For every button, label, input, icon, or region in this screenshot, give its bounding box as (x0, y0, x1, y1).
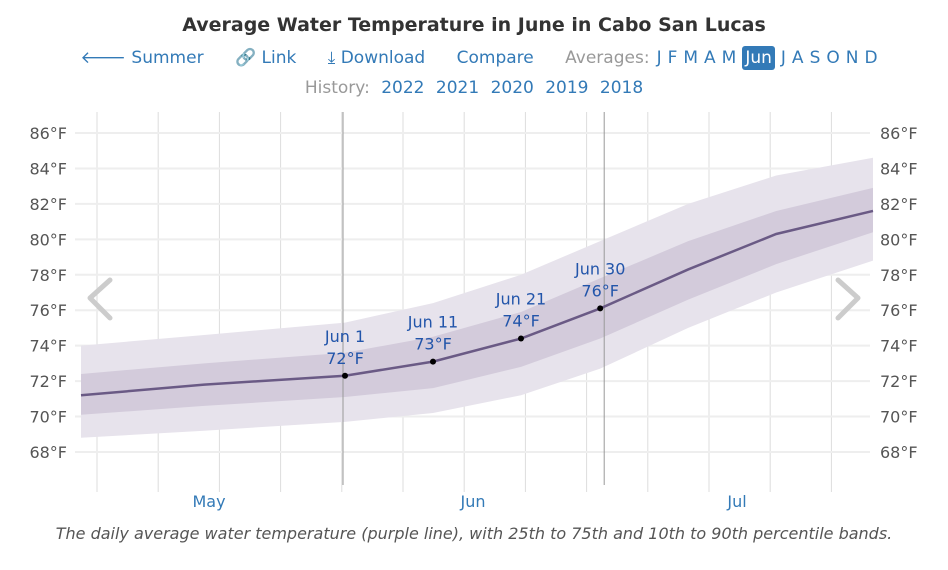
chevron-left-icon[interactable] (87, 277, 113, 321)
page-title: Average Water Temperature in June in Cab… (182, 14, 766, 36)
history-label: History: (304, 78, 370, 98)
month-11[interactable]: D (864, 48, 878, 68)
y-tick-right: 78°F (880, 266, 918, 285)
y-tick-right: 76°F (880, 301, 918, 320)
annotation-value: 72°F (326, 349, 364, 368)
month-5[interactable]: Jun (742, 46, 775, 70)
month-1[interactable]: F (667, 48, 678, 68)
annotation-value: 74°F (502, 312, 540, 331)
annotation-date: Jun 1 (324, 327, 365, 346)
download-icon: ⤓ (327, 48, 336, 68)
link-icon: 🔗 (234, 48, 257, 68)
history-year-2020[interactable]: 2020 (490, 78, 534, 98)
y-tick-left: 80°F (29, 230, 67, 249)
history-bar: History: 2022 2021 2020 2019 2018 (0, 78, 948, 98)
annotation-date: Jun 30 (574, 259, 625, 278)
link-button[interactable]: 🔗 Link (235, 48, 296, 68)
data-point (518, 335, 524, 342)
history-year-2018[interactable]: 2018 (599, 78, 644, 98)
summer-link[interactable]: 🡐 Summer (80, 48, 203, 68)
month-7[interactable]: A (791, 48, 804, 68)
temperature-chart: 68°F 68°F 70°F 70°F 72°F 72°F 74°F 74°F 76°F 76°F… (29, 112, 918, 511)
chart-caption: The daily average water temperature (pur… (55, 524, 893, 543)
annotation-date: Jun 21 (495, 290, 546, 309)
y-tick-left: 74°F (29, 337, 67, 356)
month-0[interactable]: J (656, 48, 662, 68)
history-year-2021[interactable]: 2021 (435, 78, 480, 98)
band-25-75 (81, 187, 873, 415)
download-label: Download (340, 48, 426, 68)
month-9[interactable]: O (826, 48, 840, 68)
y-tick-right: 84°F (880, 159, 918, 178)
month-list: J F M A M Jun J A S O N D (654, 46, 881, 70)
y-tick-right: 86°F (880, 124, 918, 143)
summer-label: Summer (131, 48, 204, 68)
history-year-2022[interactable]: 2022 (381, 78, 425, 98)
y-tick-right: 68°F (880, 443, 918, 462)
annotation-date: Jun 11 (407, 313, 458, 332)
annotation-value: 76°F (581, 281, 619, 300)
data-point (430, 358, 436, 365)
y-tick-right: 70°F (880, 408, 918, 427)
annotation-value: 73°F (414, 335, 452, 354)
history-year-2019[interactable]: 2019 (545, 78, 589, 98)
month-6[interactable]: J (780, 48, 786, 68)
y-tick-right: 72°F (880, 372, 918, 391)
averages-label: Averages: (565, 48, 650, 68)
y-tick-left: 70°F (29, 408, 67, 427)
data-point (342, 372, 348, 379)
download-button[interactable]: ⤓ Download (328, 48, 425, 68)
compare-link[interactable]: Compare (456, 48, 534, 68)
x-label-jun: Jun (460, 492, 486, 511)
y-tick-right: 74°F (880, 337, 918, 356)
month-10[interactable]: N (845, 48, 859, 68)
y-tick-left: 84°F (29, 159, 67, 178)
month-4[interactable]: M (721, 48, 737, 68)
y-tick-left: 72°F (29, 372, 67, 391)
y-tick-left: 68°F (29, 443, 67, 462)
data-point (597, 305, 604, 312)
y-tick-left: 78°F (29, 266, 67, 285)
nav-bar: 🡐 Summer 🔗 Link ⤓ Download Compare Avera… (0, 46, 948, 70)
month-8[interactable]: S (809, 48, 821, 68)
x-label-may: May (192, 492, 225, 511)
month-3[interactable]: A (704, 48, 716, 68)
y-tick-left: 86°F (29, 124, 67, 143)
y-tick-right: 80°F (880, 230, 918, 249)
x-label-jul: Jul (726, 492, 746, 511)
y-tick-left: 76°F (29, 301, 67, 320)
link-label: Link (261, 48, 297, 68)
y-tick-right: 82°F (880, 195, 918, 214)
month-2[interactable]: M (683, 48, 699, 68)
arrow-left-icon: 🡐 (80, 48, 127, 68)
chevron-right-icon[interactable] (835, 277, 861, 321)
y-tick-left: 82°F (29, 195, 67, 214)
